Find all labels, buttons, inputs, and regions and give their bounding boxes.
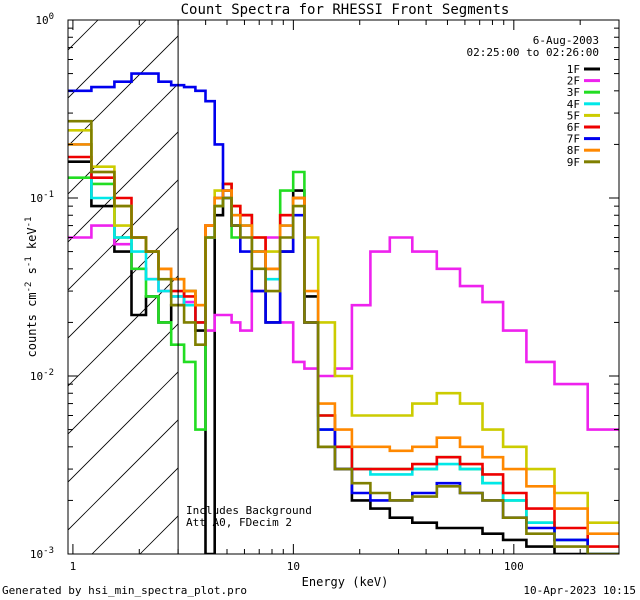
x-tick-label: 10 [287, 560, 300, 573]
legend-label-4F: 4F [567, 98, 580, 111]
chart-title: Count Spectra for RHESSI Front Segments [181, 2, 510, 18]
axis-tick-labels: 1 10 100 10-3 10-2 10-1 100 [30, 12, 524, 573]
hatch-line-2 [68, 20, 99, 51]
x-axis-label: Energy (keV) [302, 575, 389, 589]
x-tick-label: 100 [504, 560, 524, 573]
series-line-5F [68, 129, 619, 524]
hatch-line-5 [68, 83, 179, 195]
series-group [68, 72, 619, 554]
y-axis-label: counts cm-2 s-1 keV-1 [24, 217, 39, 358]
series-8F [68, 143, 619, 535]
series-6F [68, 155, 619, 548]
attenuator-hatch-region [0, 20, 640, 554]
background-note: Includes Background [186, 504, 312, 517]
series-line-4F [68, 143, 619, 554]
hatch-line-0 [0, 20, 2, 554]
hatch-line-12 [68, 419, 179, 531]
y-tick-label: 10-3 [30, 546, 54, 561]
series-line-9F [68, 119, 619, 554]
legend-label-8F: 8F [567, 144, 580, 157]
series-2F [68, 224, 619, 431]
series-5F [68, 129, 619, 524]
y-tick-label: 10-2 [30, 368, 54, 383]
attenuator-note: Att A0, FDecim 2 [186, 516, 292, 529]
date-label: 6-Aug-2003 [533, 34, 599, 47]
x-tick-label: 1 [70, 560, 77, 573]
legend-label-7F: 7F [567, 133, 580, 146]
series-line-1F [68, 160, 619, 554]
series-line-2F [68, 224, 619, 431]
series-4F [68, 143, 619, 554]
hatch-line-4 [68, 35, 179, 147]
generator-footer: Generated by hsi_min_spectra_plot.pro [2, 584, 247, 597]
hatch-line-8 [68, 227, 179, 339]
hatch-line-9 [68, 275, 179, 387]
timestamp-footer: 10-Apr-2023 10:15 [523, 584, 636, 597]
series-line-6F [68, 155, 619, 548]
series-7F [68, 72, 619, 554]
hatch-line-23 [572, 20, 640, 554]
y-tick-label: 10-1 [30, 190, 54, 205]
axis-ticks [68, 19, 620, 555]
legend-label-3F: 3F [567, 86, 580, 99]
hatch-line-22 [524, 20, 640, 554]
hatch-line-24 [620, 20, 640, 554]
hatch-line-11 [68, 371, 179, 483]
legend-label-6F: 6F [567, 121, 580, 134]
series-1F [68, 160, 619, 554]
series-line-7F [68, 72, 619, 554]
plot-frame [67, 19, 620, 555]
legend-label-5F: 5F [567, 109, 580, 122]
legend-label-9F: 9F [567, 156, 580, 169]
y-tick-label: 100 [35, 12, 54, 27]
series-9F [68, 119, 619, 554]
time-range-label: 02:25:00 to 02:26:00 [467, 46, 599, 59]
series-line-8F [68, 143, 619, 535]
hatch-line-7 [68, 179, 179, 291]
legend-label-1F: 1F [567, 63, 580, 76]
hatch-line-19 [380, 20, 640, 554]
legend-label-2F: 2F [567, 75, 580, 88]
